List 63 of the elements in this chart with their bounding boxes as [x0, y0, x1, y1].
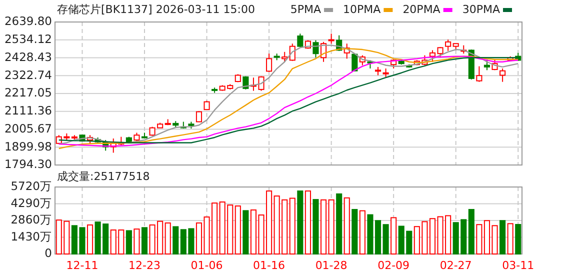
y-tick-label: 1430万 — [10, 229, 52, 244]
bar — [468, 208, 474, 254]
candlestick — [297, 33, 304, 48]
legend-label: 20PMA — [402, 3, 441, 16]
bar — [242, 210, 249, 254]
candlestick — [266, 53, 272, 72]
candlestick — [196, 110, 202, 123]
x-tick-label: 02-09 — [378, 259, 410, 272]
y-tick-label: 5720万 — [10, 179, 52, 194]
bar — [234, 205, 241, 254]
bar — [312, 199, 319, 254]
y-tick-label: 2111.36 — [4, 104, 52, 118]
x-tick-label: 12-11 — [66, 259, 98, 272]
legend-label: 30PMA — [462, 3, 500, 16]
bar — [172, 226, 179, 254]
y-tick-label: 2322.74 — [4, 68, 52, 82]
y-tick-label: 2860万 — [10, 212, 52, 227]
y-tick-label: 2005.67 — [4, 121, 52, 136]
chart-title: 存储芯片[BK1137] 2026-03-11 15:00 — [57, 3, 255, 16]
bar — [86, 224, 94, 254]
bar — [352, 208, 358, 254]
y-tick-label: 1794.30 — [4, 157, 52, 172]
bar — [297, 190, 304, 254]
y-tick-label: 2428.43 — [4, 50, 52, 64]
bar — [134, 228, 140, 254]
legend-label: 5PMA — [290, 3, 322, 16]
y-tick-label: 4290万 — [10, 196, 52, 210]
y-tick-label: 0 — [44, 246, 52, 260]
legend-label: 10PMA — [343, 3, 382, 16]
x-tick-label: 01-16 — [253, 259, 286, 272]
candlestick — [328, 33, 334, 44]
candlestick — [476, 66, 482, 82]
y-tick-label: 2639.80 — [4, 14, 52, 28]
y-tick-label: 2217.05 — [4, 86, 52, 100]
bar — [500, 220, 506, 254]
bar — [515, 224, 522, 254]
x-tick-label: 01-06 — [190, 259, 223, 272]
chart-title: 成交量:25177518 — [57, 170, 150, 184]
bar — [126, 230, 132, 254]
candlestick — [282, 51, 288, 62]
x-tick-label: 01-28 — [315, 259, 348, 272]
bar — [164, 222, 171, 254]
x-tick-label: 12-23 — [128, 259, 160, 272]
bar — [320, 199, 327, 254]
y-tick-label: 2534.12 — [4, 32, 52, 46]
bar — [304, 190, 311, 254]
bar — [141, 227, 148, 254]
bar — [390, 217, 397, 254]
candlestick — [445, 39, 452, 52]
x-tick-label: 02-27 — [440, 259, 472, 272]
bar — [382, 224, 389, 254]
y-tick-label: 1899.98 — [4, 139, 52, 154]
candlestick — [312, 40, 319, 58]
candlestick — [484, 59, 490, 71]
bar — [328, 199, 334, 254]
candlestick — [500, 68, 506, 82]
bar — [359, 210, 366, 254]
bar — [476, 224, 482, 254]
bar — [507, 223, 514, 254]
bar — [289, 198, 296, 254]
bar — [336, 193, 342, 254]
x-tick-label: 03-11 — [502, 259, 534, 272]
bar — [344, 197, 350, 254]
